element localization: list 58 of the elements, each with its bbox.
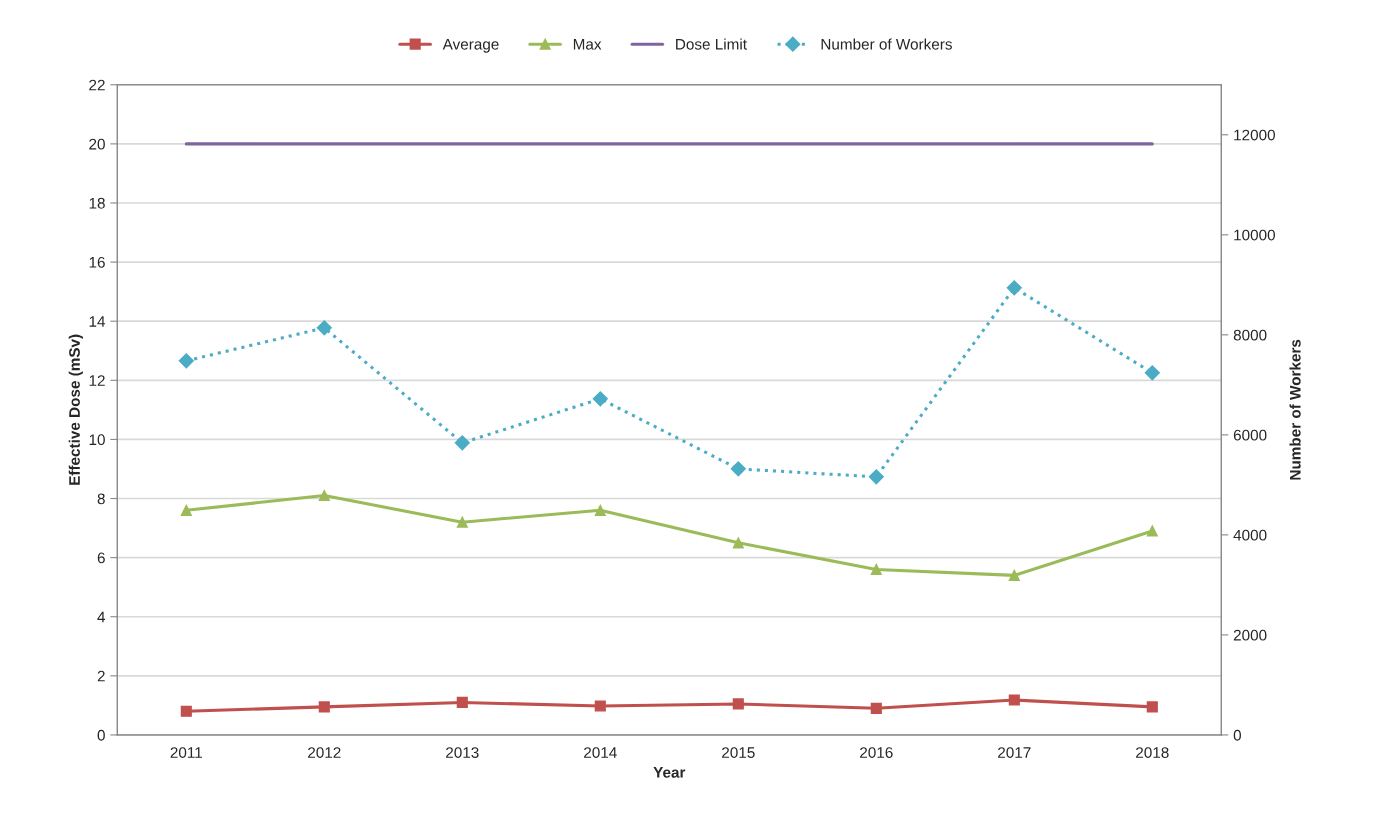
x-tick-label: 2011: [170, 747, 202, 758]
y2-axis-title: Number of Workers: [1289, 339, 1301, 480]
y2-tick-label: 8000: [1233, 329, 1267, 341]
y2-tick-label: 10000: [1234, 229, 1275, 241]
point: [1006, 280, 1022, 296]
x-tick-label: 2017: [998, 747, 1031, 758]
point: [180, 504, 192, 516]
point: [456, 696, 468, 708]
point: [318, 490, 330, 502]
y2-tick-label: 6000: [1233, 429, 1267, 441]
point: [594, 504, 606, 516]
y-axis-title: Effective Dose (mSv): [68, 334, 83, 485]
y-tick-label: 20: [89, 138, 105, 150]
point: [1008, 694, 1020, 706]
legend-label: Dose Limit: [676, 38, 747, 50]
x-tick-label: 2013: [446, 747, 479, 758]
point: [732, 698, 744, 710]
y2-tick-label: 12000: [1234, 129, 1275, 141]
y-tick-label: 22: [89, 79, 105, 91]
point: [870, 563, 882, 575]
point: [454, 435, 470, 451]
y-tick-label: 6: [97, 552, 105, 564]
x-tick-label: 2015: [722, 747, 755, 758]
point: [178, 353, 194, 369]
x-tick-label: 2012: [308, 747, 341, 758]
x-tick-label: 2014: [584, 747, 617, 758]
point: [592, 391, 608, 407]
point: [1146, 525, 1158, 537]
legend-label: Number of Workers: [821, 38, 952, 50]
point: [456, 516, 468, 528]
y2-tick-label: 4000: [1233, 529, 1267, 541]
y-tick-label: 2: [97, 670, 105, 682]
y-tick-label: 18: [89, 197, 105, 209]
y-tick-label: 14: [89, 316, 106, 327]
y-tick-label: 0: [97, 729, 105, 741]
legend-label: Max: [573, 39, 602, 50]
point: [732, 537, 744, 549]
y2-tick-label: 0: [1233, 729, 1241, 741]
legend-label: Average: [442, 39, 499, 53]
point: [180, 705, 192, 717]
point: [1008, 569, 1020, 581]
point: [870, 702, 882, 714]
y-tick-label: 12: [89, 375, 105, 386]
point: [1144, 365, 1160, 381]
y-tick-label: 16: [89, 256, 105, 268]
y-tick-label: 10: [89, 434, 105, 446]
point: [316, 320, 332, 336]
x-tick-label: 2016: [860, 747, 893, 758]
point: [594, 700, 606, 712]
point: [868, 469, 884, 485]
y-tick-label: 8: [97, 493, 105, 505]
point: [318, 701, 330, 713]
y2-tick-label: 2000: [1233, 629, 1267, 641]
x-axis-title: Year: [653, 767, 686, 778]
x-tick-label: 2018: [1136, 747, 1169, 758]
point: [1146, 701, 1158, 713]
y-tick-label: 4: [97, 611, 106, 623]
point: [730, 461, 746, 477]
